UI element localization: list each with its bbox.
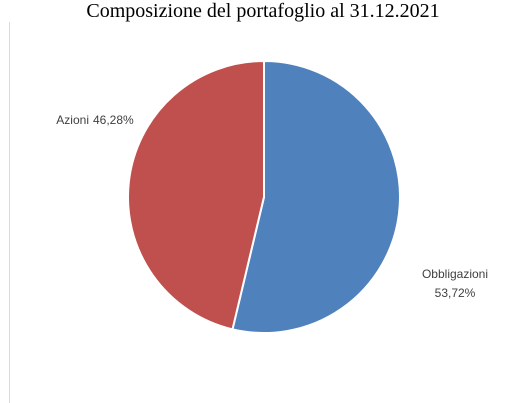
slice-label: Obbligazioni 53,72% [422, 267, 488, 300]
slice-name: Azioni [56, 113, 89, 127]
chart-title: Composizione del portafoglio al 31.12.20… [86, 0, 439, 22]
slice-label: Azioni 46,28% [56, 113, 134, 127]
pie-slice [127, 59, 265, 331]
slice-name: Obbligazioni [422, 267, 488, 281]
slice-value: 53,72% [435, 286, 476, 300]
pie-slice [231, 59, 401, 334]
slice-value: 46,28% [93, 113, 134, 127]
